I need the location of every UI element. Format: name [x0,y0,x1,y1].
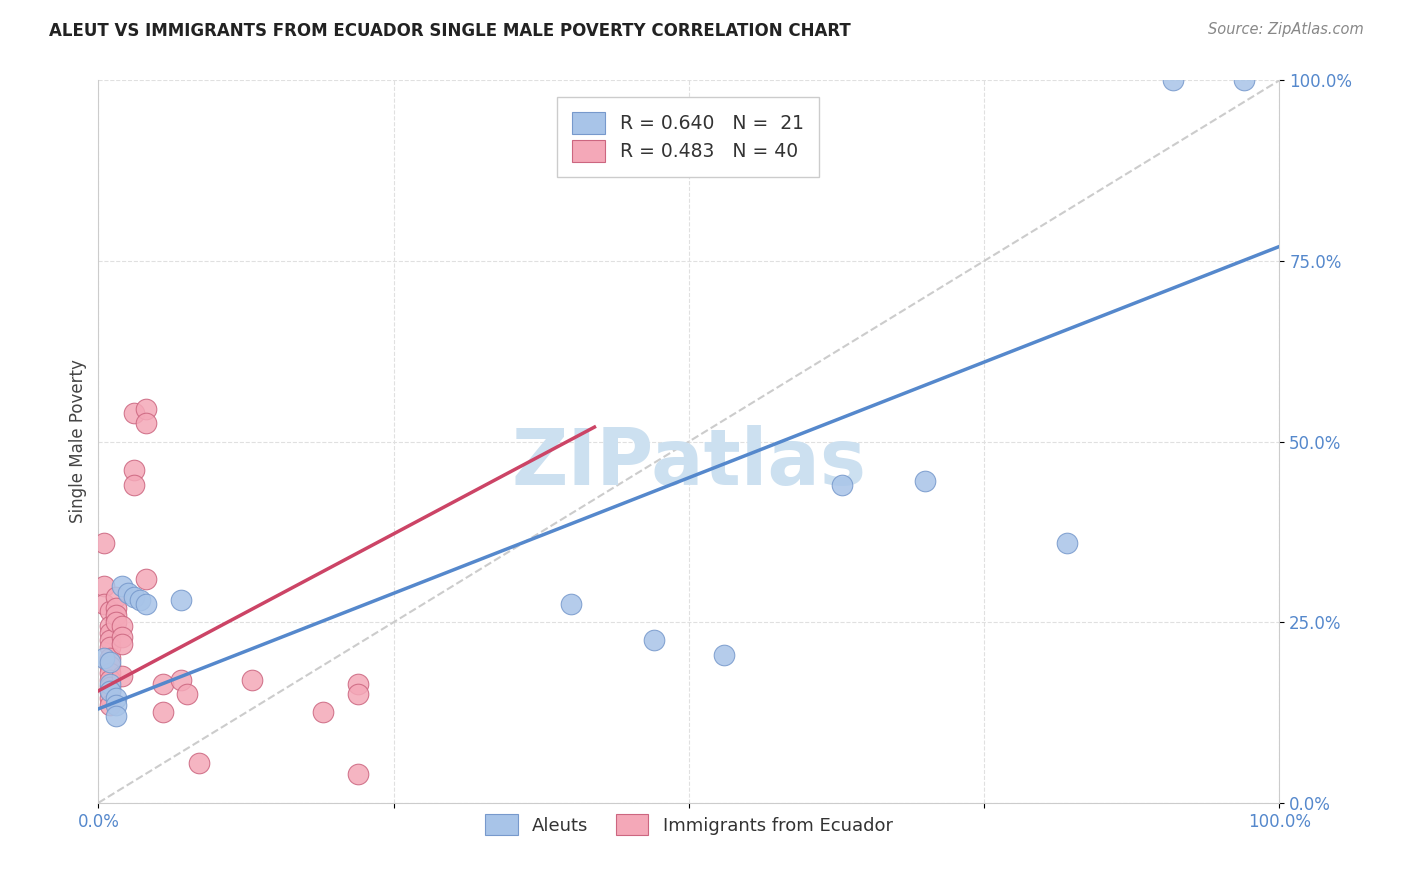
Point [105,600,128,615]
Point [105,590,128,604]
Point [105,698,128,713]
Point [135,402,157,417]
Point [98,691,121,706]
Point [135,417,157,431]
Point [117,586,139,600]
Point [122,478,145,492]
Point [105,709,128,723]
Point [347,687,370,701]
Point [135,572,157,586]
Point [1233,73,1256,87]
Point [122,590,145,604]
Text: Source: ZipAtlas.com: Source: ZipAtlas.com [1208,22,1364,37]
Point [98,651,121,665]
Point [98,680,121,694]
Point [312,706,335,720]
Point [98,626,121,640]
Point [347,676,370,690]
Point [98,655,121,669]
Point [98,673,121,687]
Point [111,619,134,633]
Point [240,673,263,687]
Point [98,665,121,680]
Point [187,756,209,770]
Point [93,597,115,611]
Point [98,633,121,648]
Y-axis label: Single Male Poverty: Single Male Poverty [69,359,87,524]
Point [98,658,121,673]
Point [98,676,121,690]
Point [152,676,174,690]
Point [560,597,582,611]
Point [98,683,121,698]
Point [831,478,853,492]
Point [1056,535,1078,549]
Point [914,475,936,489]
Point [98,640,121,655]
Point [93,651,115,665]
Point [111,637,134,651]
Point [105,615,128,630]
Point [93,535,115,549]
Point [93,579,115,593]
Point [347,767,370,781]
Point [128,593,150,607]
Point [176,687,198,701]
Text: ALEUT VS IMMIGRANTS FROM ECUADOR SINGLE MALE POVERTY CORRELATION CHART: ALEUT VS IMMIGRANTS FROM ECUADOR SINGLE … [49,22,851,40]
Point [98,604,121,618]
Point [170,593,193,607]
Legend: Aleuts, Immigrants from Ecuador: Aleuts, Immigrants from Ecuador [477,805,901,845]
Point [170,673,193,687]
Point [643,633,665,648]
Point [111,669,134,683]
Point [122,406,145,420]
Point [713,648,735,662]
Point [152,706,174,720]
Point [105,691,128,706]
Point [98,683,121,698]
Point [122,463,145,477]
Point [98,698,121,713]
Point [98,619,121,633]
Point [111,630,134,644]
Point [1161,73,1184,87]
Point [135,597,157,611]
Text: ZIPatlas: ZIPatlas [512,425,866,501]
Point [105,607,128,622]
Point [111,579,134,593]
